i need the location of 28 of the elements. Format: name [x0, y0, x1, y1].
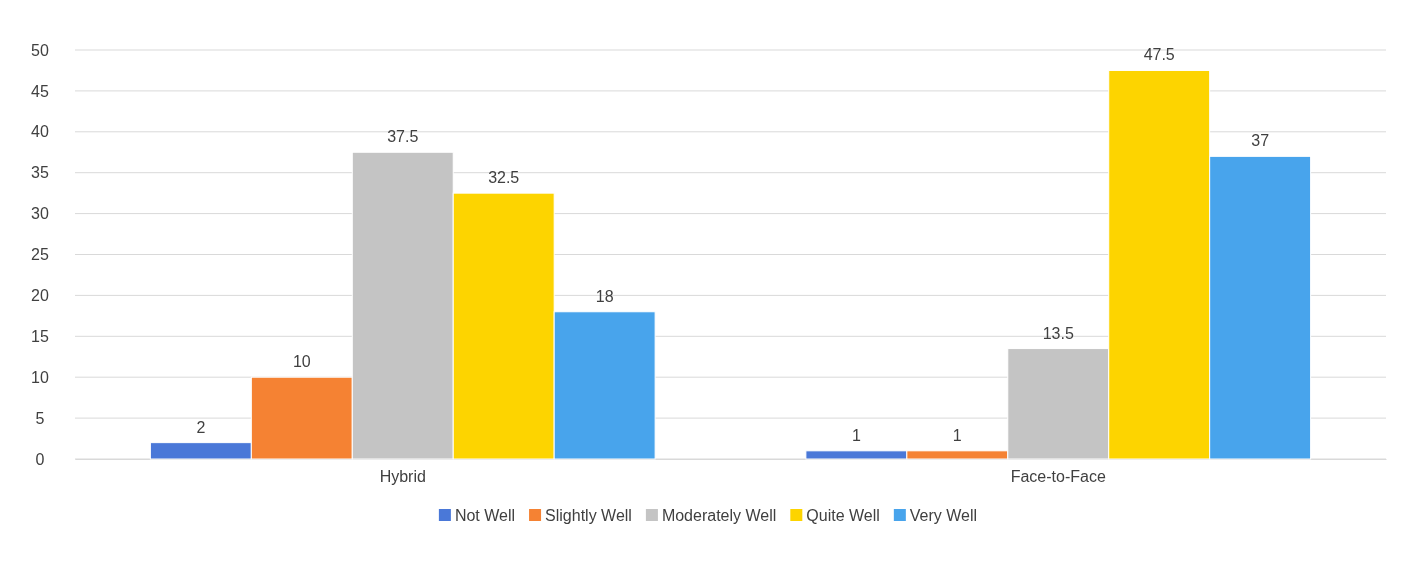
y-tick-label: 10 [31, 368, 49, 386]
x-tick-label: Face-to-Face [1010, 468, 1106, 486]
x-tick-label: Hybrid [379, 468, 426, 486]
data-label: 18 [595, 287, 614, 305]
data-label: 37.5 [387, 128, 419, 146]
data-label: 1 [952, 426, 962, 444]
y-tick-label: 25 [31, 246, 49, 264]
y-tick-label: 35 [31, 164, 49, 182]
legend-label: Moderately Well [661, 507, 777, 524]
y-tick-label: 20 [31, 287, 49, 305]
data-label: 32.5 [488, 169, 520, 187]
y-tick-label: 5 [35, 409, 45, 427]
legend-label: Not Well [454, 507, 516, 524]
data-label: 2 [196, 418, 206, 436]
y-tick-label: 40 [31, 123, 49, 141]
legend-label: Very Well [909, 507, 978, 524]
y-tick-label: 15 [31, 327, 49, 345]
data-label: 47.5 [1143, 46, 1175, 64]
legend-label: Slightly Well [545, 507, 632, 524]
data-label: 13.5 [1042, 324, 1074, 342]
data-label: 37 [1251, 132, 1270, 150]
y-tick-label: 45 [31, 82, 49, 100]
data-label: 10 [292, 353, 311, 371]
y-tick-label: 30 [31, 205, 49, 223]
y-tick-label: 0 [35, 450, 45, 468]
data-label: 1 [851, 426, 861, 444]
y-tick-label: 50 [31, 41, 49, 59]
legend-label: Quite Well [806, 507, 880, 524]
